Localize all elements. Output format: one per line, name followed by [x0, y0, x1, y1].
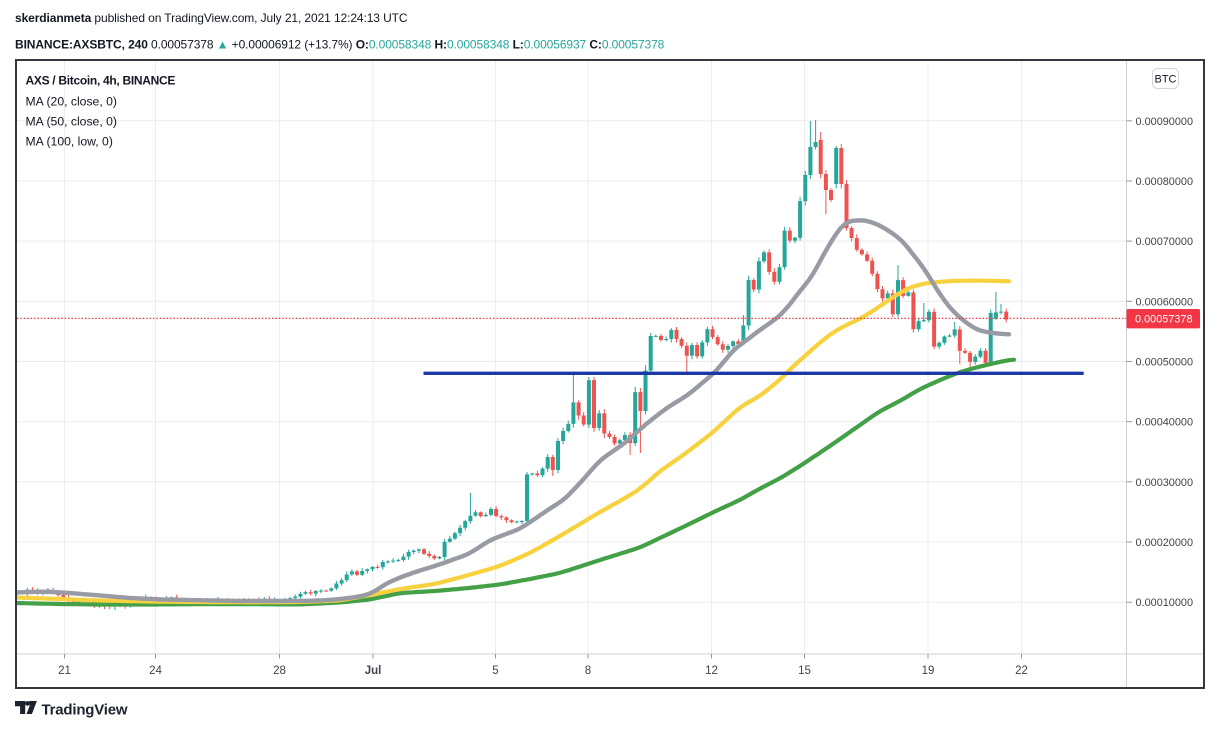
svg-text:15: 15 — [798, 665, 811, 677]
svg-text:21: 21 — [58, 665, 71, 677]
svg-text:MA (100, low, 0): MA (100, low, 0) — [26, 134, 113, 148]
svg-text:0.00010000: 0.00010000 — [1136, 597, 1194, 609]
svg-text:0.00080000: 0.00080000 — [1136, 176, 1194, 188]
svg-text:0.00050000: 0.00050000 — [1136, 357, 1194, 369]
svg-text:BINANCE:AXSBTC, 240 0.00057378: BINANCE:AXSBTC, 240 0.00057378 ▲ +0.0000… — [15, 37, 665, 51]
svg-text:AXS / Bitcoin, 4h, BINANCE: AXS / Bitcoin, 4h, BINANCE — [26, 74, 176, 88]
svg-text:0.00060000: 0.00060000 — [1136, 296, 1194, 308]
svg-text:0.00040000: 0.00040000 — [1136, 417, 1194, 429]
svg-text:TradingView: TradingView — [42, 702, 128, 719]
svg-text:0.00090000: 0.00090000 — [1136, 116, 1194, 128]
svg-text:0.00057378: 0.00057378 — [1135, 313, 1193, 325]
svg-text:5: 5 — [492, 665, 498, 677]
svg-text:22: 22 — [1015, 665, 1028, 677]
svg-text:28: 28 — [273, 665, 286, 677]
svg-text:Jul: Jul — [365, 665, 382, 677]
svg-text:0.00030000: 0.00030000 — [1136, 477, 1194, 489]
svg-text:skerdianmeta published on Trad: skerdianmeta published on TradingView.co… — [15, 11, 408, 25]
svg-text:24: 24 — [149, 665, 162, 677]
svg-text:0.00020000: 0.00020000 — [1136, 537, 1194, 549]
svg-text:BTC: BTC — [1155, 74, 1177, 86]
svg-text:0.00070000: 0.00070000 — [1136, 236, 1194, 248]
svg-text:MA (50, close, 0): MA (50, close, 0) — [26, 115, 117, 129]
svg-text:12: 12 — [705, 665, 718, 677]
svg-text:8: 8 — [585, 665, 591, 677]
svg-text:19: 19 — [922, 665, 935, 677]
svg-text:MA (20, close, 0): MA (20, close, 0) — [26, 95, 117, 109]
